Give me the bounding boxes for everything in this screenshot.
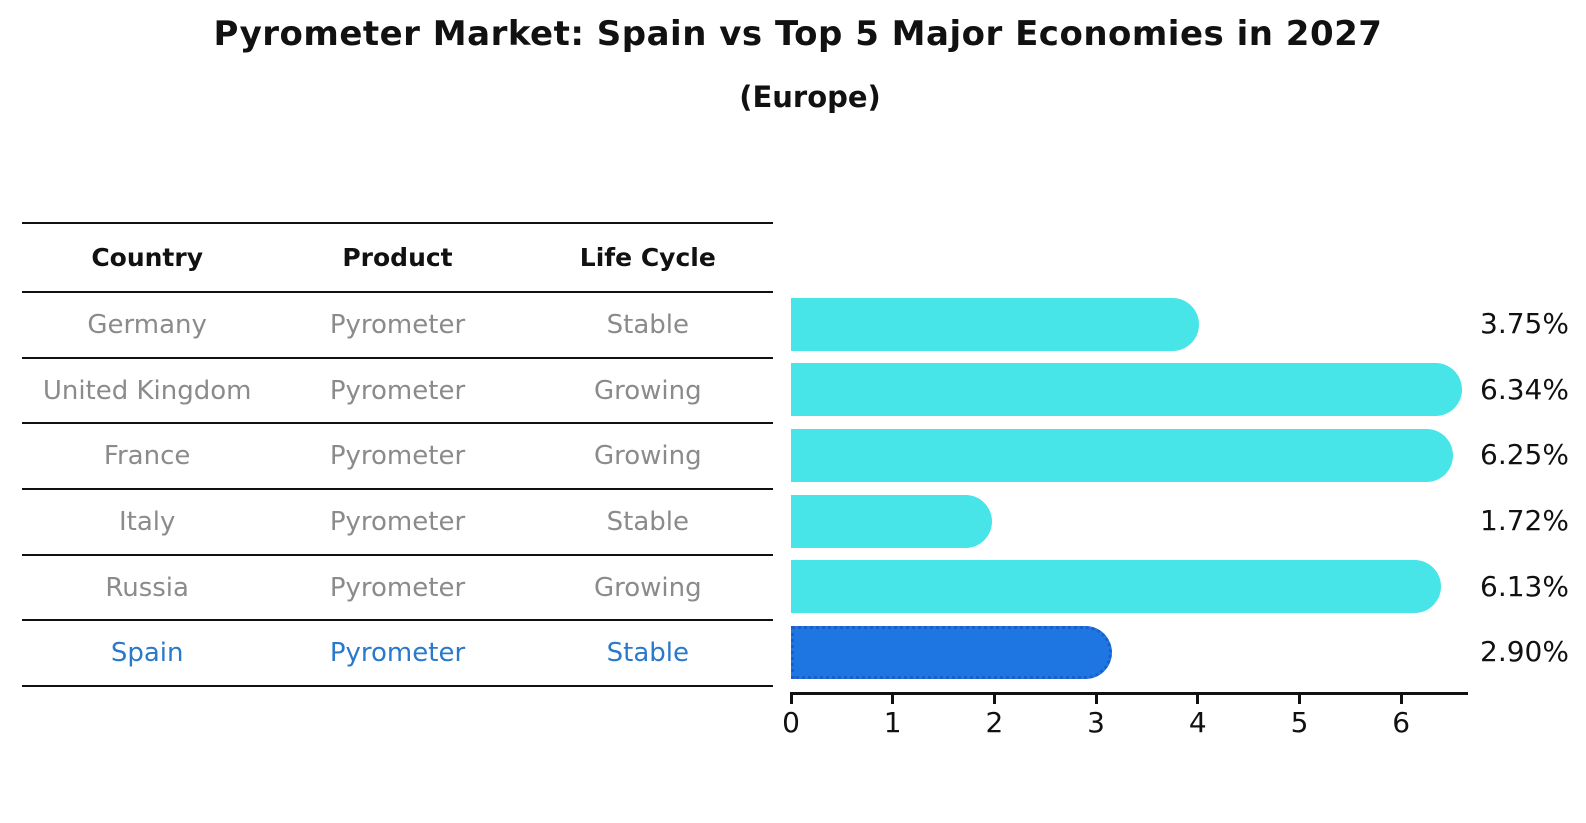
cell-product: Pyrometer — [329, 638, 466, 669]
x-axis-tick-label: 6 — [1392, 706, 1411, 739]
x-axis-tick-label: 2 — [985, 706, 1004, 739]
cell-product: Pyrometer — [329, 375, 466, 406]
bar-russia — [791, 560, 1441, 614]
value-label-france: 6.25% — [1480, 438, 1569, 472]
cell-life-cycle: Growing — [593, 441, 702, 472]
table-row-russia: Russia Pyrometer Growing — [22, 556, 773, 622]
country-table: Country Product Life Cycle Germany Pyrom… — [22, 222, 773, 688]
x-axis-tick — [1399, 695, 1403, 704]
cell-country: Italy — [118, 506, 176, 537]
table-header-row: Country Product Life Cycle — [22, 224, 773, 293]
bar-united-kingdom — [791, 363, 1463, 417]
column-header-product: Product — [342, 243, 453, 272]
value-label-united-kingdom: 6.34% — [1480, 372, 1569, 406]
x-axis-tick — [789, 695, 793, 704]
value-label-spain: 2.90% — [1480, 635, 1569, 669]
x-axis-tick — [1094, 695, 1098, 704]
x-axis-tick — [1196, 695, 1200, 704]
chart-subtitle: (Europe) — [739, 80, 881, 114]
x-axis-tick-label: 3 — [1087, 706, 1105, 739]
column-header-country: Country — [91, 243, 204, 272]
x-axis-tick — [992, 695, 996, 704]
bar-france — [791, 428, 1454, 482]
cell-country: Spain — [110, 638, 184, 669]
x-axis-tick-label: 5 — [1290, 706, 1309, 739]
cell-country: Russia — [105, 572, 189, 603]
x-axis-tick — [1298, 695, 1301, 704]
cell-product: Pyrometer — [329, 506, 466, 537]
bar-germany — [791, 297, 1199, 351]
cell-life-cycle: Growing — [593, 572, 702, 603]
x-axis-tick-label: 0 — [782, 706, 800, 739]
bar-italy — [791, 494, 993, 548]
bar-spain — [791, 625, 1113, 679]
cell-country: Germany — [87, 309, 207, 340]
cell-product: Pyrometer — [329, 441, 466, 472]
value-label-russia: 6.13% — [1480, 569, 1569, 603]
column-header-life-cycle: Life Cycle — [579, 243, 716, 272]
cell-country: France — [103, 441, 191, 472]
cell-life-cycle: Stable — [606, 638, 689, 669]
table-row-france: France Pyrometer Growing — [22, 424, 773, 491]
cell-product: Pyrometer — [329, 572, 466, 603]
cell-life-cycle: Growing — [593, 375, 702, 406]
chart-title: Pyrometer Market: Spain vs Top 5 Major E… — [213, 14, 1383, 54]
x-axis-line — [790, 692, 1468, 695]
table-row-italy: Italy Pyrometer Stable — [22, 490, 773, 556]
x-axis-tick-label: 4 — [1188, 706, 1207, 739]
x-axis-tick-label: 1 — [883, 706, 902, 739]
table-row-spain: Spain Pyrometer Stable — [22, 621, 773, 688]
cell-country: United Kingdom — [42, 375, 252, 406]
cell-life-cycle: Stable — [606, 309, 689, 340]
cell-life-cycle: Stable — [606, 506, 689, 537]
value-label-germany: 3.75% — [1480, 307, 1569, 340]
table-row-united-kingdom: United Kingdom Pyrometer Growing — [22, 359, 773, 425]
x-axis-tick — [891, 695, 895, 704]
cell-product: Pyrometer — [329, 309, 466, 340]
value-label-italy: 1.72% — [1480, 504, 1569, 537]
table-row-germany: Germany Pyrometer Stable — [22, 293, 773, 359]
